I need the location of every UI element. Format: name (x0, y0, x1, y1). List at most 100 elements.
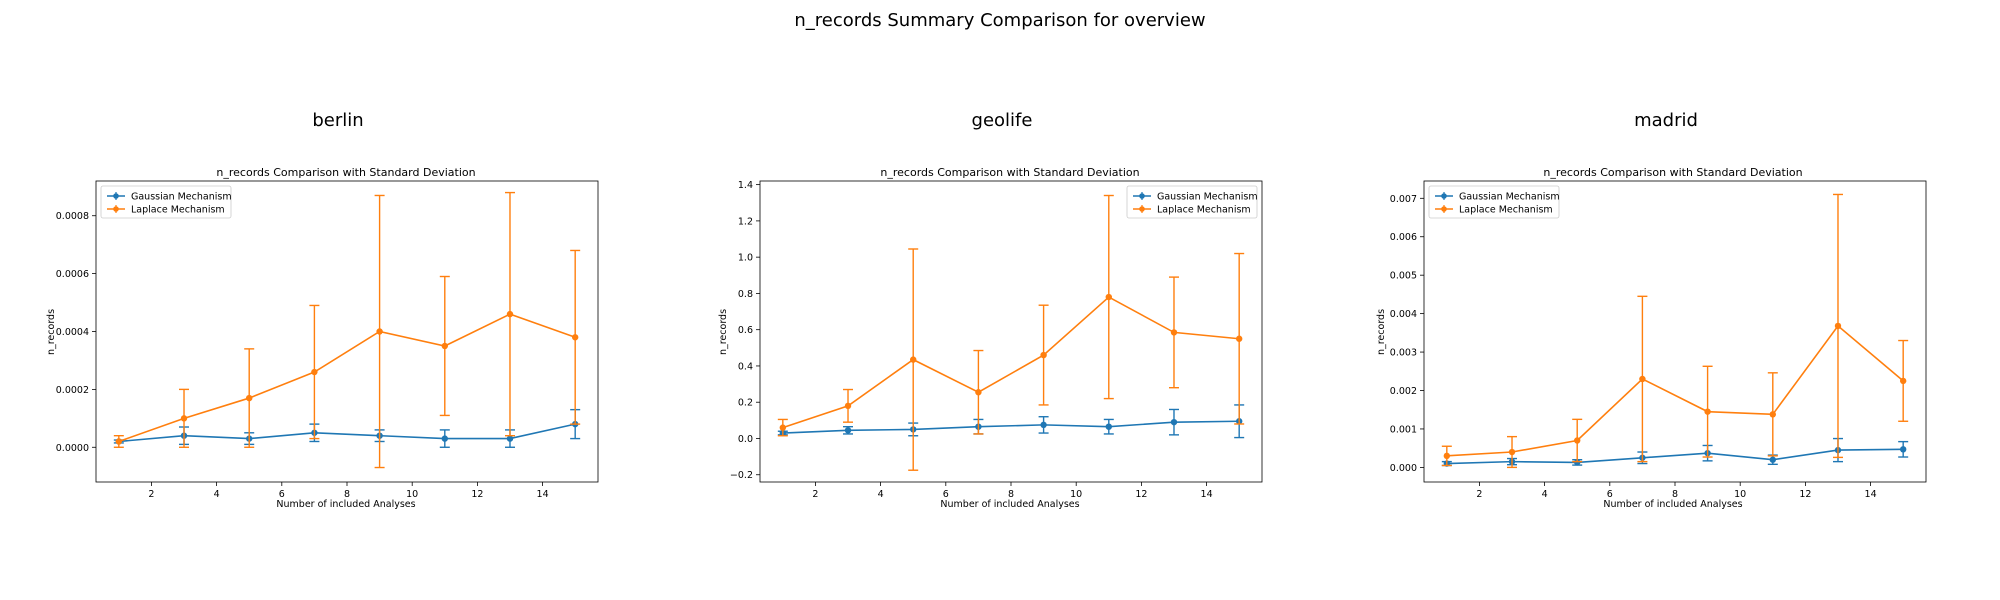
panel-madrid: madrid n_records Comparison with Standar… (1376, 110, 1927, 510)
y-tick-label: 0.006 (1390, 232, 1417, 243)
data-point (1769, 456, 1776, 463)
legend-label: Gaussian Mechanism (1459, 191, 1560, 202)
data-point (180, 415, 188, 422)
legend-marker (1139, 206, 1145, 212)
x-tick-label: 2 (1476, 489, 1482, 500)
x-tick-label: 10 (1734, 489, 1746, 500)
x-axis-label: Number of included Analyses (276, 499, 415, 510)
y-tick-label: 0.004 (1390, 309, 1417, 320)
data-point (246, 394, 253, 402)
data-point (1170, 329, 1178, 336)
legend-handle (1133, 192, 1151, 200)
data-point (1508, 448, 1516, 456)
x-tick-label: 12 (1135, 489, 1147, 500)
data-point (1899, 446, 1907, 453)
y-tick-label: 0.0006 (56, 269, 89, 280)
data-point (1040, 351, 1047, 359)
panel-title: madrid (1634, 110, 1698, 131)
legend-box (1126, 185, 1258, 219)
y-tick-label: 0.0004 (56, 327, 89, 338)
x-tick-label: 8 (344, 489, 350, 500)
legend-box (1428, 185, 1560, 219)
data-point (975, 389, 982, 396)
series-laplace (777, 194, 1245, 471)
data-point (1639, 375, 1646, 383)
data-point (1834, 322, 1842, 330)
series-laplace (113, 191, 581, 469)
y-tick-label: 0.001 (1390, 424, 1417, 435)
axes-frame (1423, 180, 1927, 483)
y-tick-label: −0.2 (730, 470, 753, 481)
series-laplace (1441, 193, 1909, 469)
series-line (1446, 324, 1904, 457)
x-axis-label: Number of included Analyses (1603, 499, 1742, 510)
series-line (118, 313, 576, 443)
data-point (1443, 452, 1451, 460)
data-point (1704, 408, 1711, 415)
y-axis-label: n_records (1376, 309, 1387, 355)
y-tick-label: 0.002 (1390, 386, 1417, 397)
y-tick-label: 0.007 (1390, 194, 1417, 205)
data-point (115, 438, 123, 445)
plot-title: n_records Comparison with Standard Devia… (216, 166, 475, 179)
x-tick-label: 4 (214, 489, 220, 500)
x-tick-label: 8 (1672, 489, 1678, 500)
series-line (782, 296, 1240, 429)
y-tick-label: 0.005 (1390, 271, 1417, 282)
legend-label: Gaussian Mechanism (131, 191, 232, 202)
legend: Gaussian Mechanism Laplace Mechanism (1428, 185, 1560, 219)
x-tick-label: 4 (1542, 489, 1548, 500)
y-axis-label: n_records (46, 309, 57, 355)
y-tick-label: 0.0008 (56, 211, 89, 222)
series-line (1446, 448, 1904, 465)
data-point (1769, 411, 1776, 418)
y-tick-label: 0.8 (738, 289, 753, 300)
y-tick-label: 0.0 (738, 434, 753, 445)
y-tick-label: 0.4 (738, 361, 753, 372)
data-point (910, 356, 917, 363)
x-tick-label: 14 (1865, 489, 1877, 500)
axes-frame (95, 180, 599, 483)
data-point (311, 368, 318, 376)
plot-title: n_records Comparison with Standard Devia… (1543, 166, 1802, 179)
x-tick-label: 6 (279, 489, 285, 500)
series-line (118, 423, 576, 443)
data-point (1235, 335, 1243, 342)
data-point (441, 435, 448, 442)
x-tick-label: 10 (406, 489, 418, 500)
y-tick-label: 0.000 (1390, 463, 1417, 474)
plot-area: 2 4 6 8 10 12 14 −0.2 0.0 0.2 0.4 0.6 0.8 1.0 1.2 1.4 Ga… (730, 180, 1263, 500)
data-point (779, 424, 787, 431)
legend-handle (1133, 205, 1151, 213)
legend-label: Laplace Mechanism (1157, 204, 1251, 215)
panel-title: berlin (312, 110, 363, 131)
panel-berlin: berlin n_records Comparison with Standar… (46, 110, 599, 510)
data-point (1170, 418, 1178, 426)
legend-handle (1435, 192, 1453, 200)
x-tick-label: 4 (878, 489, 884, 500)
data-point (1574, 437, 1581, 444)
x-tick-label: 2 (148, 489, 154, 500)
data-point (1899, 377, 1907, 385)
x-tick-label: 6 (1607, 489, 1613, 500)
x-tick-label: 14 (537, 489, 549, 500)
legend-label: Laplace Mechanism (1459, 204, 1553, 215)
y-tick-label: 0.0000 (56, 443, 89, 454)
y-tick-label: 0.2 (738, 398, 753, 409)
x-tick-label: 12 (471, 489, 483, 500)
x-tick-label: 10 (1070, 489, 1082, 500)
x-tick-label: 6 (943, 489, 949, 500)
data-point (844, 427, 852, 434)
x-tick-label: 2 (812, 489, 818, 500)
legend-label: Gaussian Mechanism (1157, 191, 1258, 202)
legend-marker (113, 206, 119, 212)
x-tick-label: 12 (1799, 489, 1811, 500)
data-point (1105, 423, 1112, 430)
x-tick-label: 14 (1201, 489, 1213, 500)
y-tick-label: 1.4 (738, 180, 753, 191)
figure-suptitle: n_records Summary Comparison for overvie… (794, 10, 1205, 31)
x-tick-label: 8 (1008, 489, 1014, 500)
legend-handle (1435, 205, 1453, 213)
data-point (506, 310, 514, 318)
data-point (571, 334, 579, 341)
